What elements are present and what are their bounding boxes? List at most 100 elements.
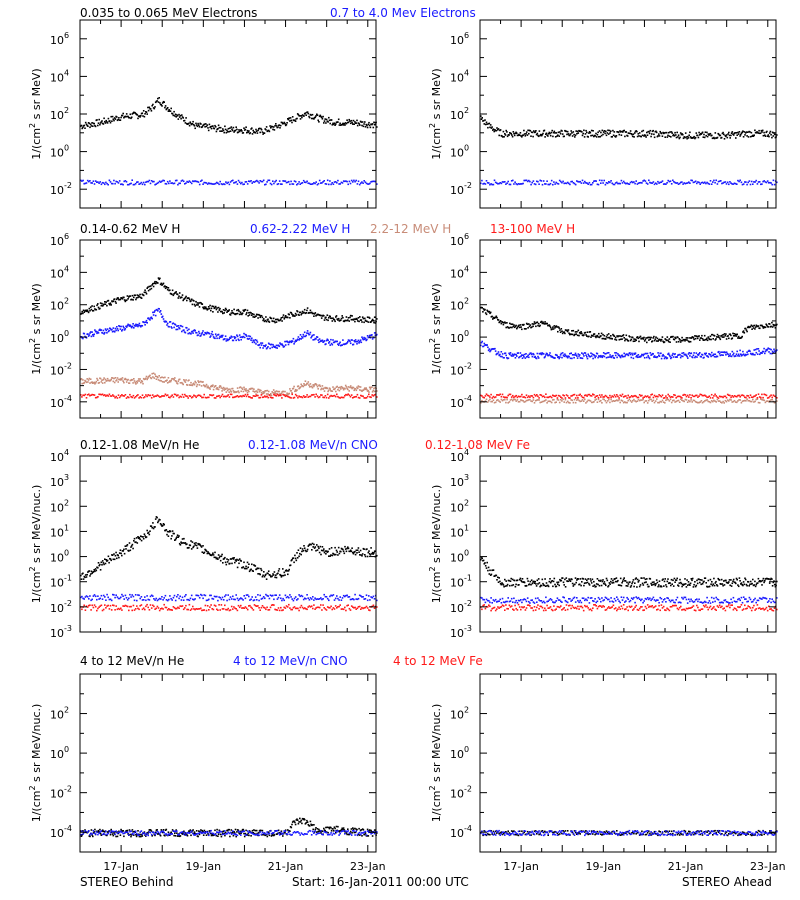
data-point xyxy=(198,306,201,308)
data-point xyxy=(106,559,109,562)
data-point xyxy=(752,398,754,401)
data-point xyxy=(524,396,527,399)
data-point xyxy=(277,572,279,575)
data-point xyxy=(547,396,549,399)
data-point xyxy=(753,134,755,136)
data-point xyxy=(363,388,365,391)
data-point xyxy=(242,566,245,568)
data-point xyxy=(119,328,122,330)
data-point xyxy=(609,181,611,184)
data-point xyxy=(278,180,281,182)
data-point xyxy=(232,179,234,182)
data-point xyxy=(736,350,738,353)
data-point xyxy=(263,132,266,134)
data-point xyxy=(193,123,195,126)
data-point xyxy=(752,352,754,355)
y-tick-label: 100 xyxy=(50,329,69,345)
data-point xyxy=(588,399,591,402)
data-point xyxy=(557,131,560,134)
data-point xyxy=(82,309,85,312)
data-point xyxy=(217,395,219,397)
data-point xyxy=(556,326,558,328)
data-point xyxy=(315,181,317,183)
data-point xyxy=(693,135,695,138)
data-point xyxy=(198,384,201,386)
data-point xyxy=(583,129,585,132)
data-point xyxy=(482,345,485,348)
data-point xyxy=(512,355,515,357)
data-point xyxy=(757,181,760,183)
series-black xyxy=(80,516,378,580)
data-point xyxy=(255,130,258,132)
data-point xyxy=(642,398,644,401)
data-point xyxy=(616,356,618,359)
data-point xyxy=(505,354,507,357)
data-point xyxy=(704,400,706,402)
data-point xyxy=(91,331,93,333)
data-point xyxy=(181,538,184,540)
data-point xyxy=(296,557,299,559)
data-point xyxy=(570,333,572,336)
data-point xyxy=(277,393,280,396)
data-point xyxy=(82,179,84,182)
data-point xyxy=(713,399,715,402)
data-point xyxy=(211,305,213,307)
data-point xyxy=(130,116,133,119)
data-point xyxy=(600,332,603,335)
data-point xyxy=(354,553,357,556)
data-point xyxy=(84,309,87,312)
data-point xyxy=(732,396,735,398)
data-point xyxy=(541,400,544,403)
data-point xyxy=(762,180,764,183)
data-point xyxy=(311,117,313,120)
data-point xyxy=(669,180,672,182)
data-point xyxy=(227,127,230,130)
data-point xyxy=(636,183,639,185)
data-point xyxy=(145,375,148,378)
data-point xyxy=(255,315,257,317)
data-point xyxy=(278,124,281,126)
data-point xyxy=(184,381,187,383)
data-point xyxy=(611,182,613,185)
data-point xyxy=(590,401,593,404)
data-point xyxy=(602,355,604,357)
data-point xyxy=(173,326,175,329)
data-point xyxy=(186,543,188,545)
data-point xyxy=(762,134,765,137)
data-point xyxy=(718,350,720,353)
data-point xyxy=(96,304,98,307)
data-point xyxy=(139,116,141,118)
data-point xyxy=(320,116,323,119)
data-point xyxy=(489,350,491,353)
data-point xyxy=(593,333,596,335)
data-point xyxy=(532,399,535,401)
data-point xyxy=(208,552,211,555)
data-point xyxy=(166,533,168,536)
data-point xyxy=(584,398,586,401)
data-point xyxy=(233,336,235,338)
data-point xyxy=(274,576,276,579)
data-point xyxy=(523,129,525,132)
data-point xyxy=(640,395,642,397)
data-point xyxy=(352,181,354,183)
data-point xyxy=(191,303,194,306)
data-point xyxy=(167,287,170,289)
data-point xyxy=(314,116,317,118)
data-point xyxy=(559,131,561,133)
data-point xyxy=(223,557,225,560)
data-point xyxy=(642,354,645,357)
data-point xyxy=(250,312,252,314)
data-point xyxy=(669,131,671,133)
data-point xyxy=(100,329,103,331)
data-point xyxy=(171,112,174,115)
data-point xyxy=(322,181,324,183)
data-point xyxy=(626,397,628,399)
data-point xyxy=(135,298,137,301)
data-point xyxy=(135,537,138,539)
data-point xyxy=(674,336,676,339)
data-point xyxy=(316,114,319,116)
data-point xyxy=(118,378,120,381)
data-point xyxy=(502,396,505,398)
data-point xyxy=(497,352,499,355)
data-point xyxy=(652,129,654,132)
